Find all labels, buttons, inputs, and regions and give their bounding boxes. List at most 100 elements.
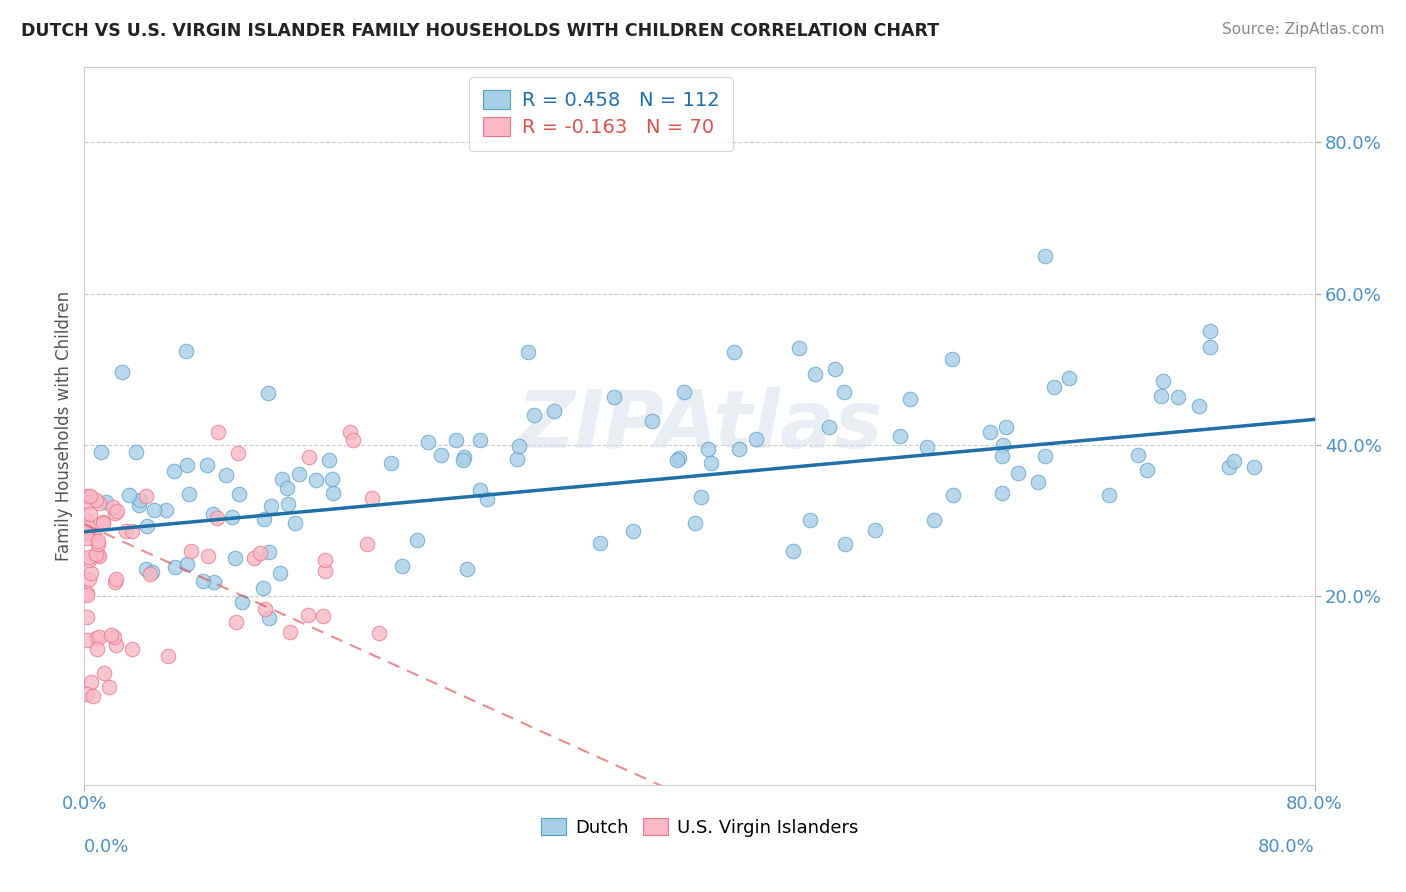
- Point: [76, 513, 98, 527]
- Point: [76, 489, 98, 503]
- Point: [105, 504, 128, 518]
- Point: [111, 365, 134, 379]
- Point: [278, 625, 301, 640]
- Point: [991, 438, 1014, 452]
- Point: [453, 450, 475, 464]
- Point: [176, 558, 198, 572]
- Point: [745, 433, 768, 447]
- Point: [834, 537, 856, 551]
- Point: [84, 493, 107, 508]
- Point: [176, 458, 198, 472]
- Point: [321, 472, 343, 486]
- Point: [86, 642, 108, 657]
- Point: [298, 450, 321, 464]
- Point: [100, 628, 122, 642]
- Point: [641, 413, 664, 427]
- Point: [87, 548, 110, 562]
- Point: [817, 420, 839, 434]
- Point: [257, 545, 280, 559]
- Point: [191, 574, 214, 588]
- Point: [104, 638, 127, 652]
- Point: [942, 488, 965, 502]
- Point: [314, 553, 336, 567]
- Point: [506, 451, 529, 466]
- Point: [1153, 374, 1175, 388]
- Point: [416, 435, 439, 450]
- Point: [995, 419, 1018, 434]
- Point: [297, 607, 319, 622]
- Point: [804, 367, 827, 381]
- Point: [257, 386, 280, 401]
- Point: [342, 433, 364, 447]
- Point: [269, 566, 291, 580]
- Point: [197, 549, 219, 564]
- Point: [468, 483, 491, 498]
- Point: [543, 404, 565, 418]
- Point: [523, 408, 546, 422]
- Point: [690, 490, 713, 504]
- Point: [76, 609, 98, 624]
- Point: [224, 551, 246, 566]
- Point: [174, 343, 197, 358]
- Point: [314, 564, 336, 578]
- Point: [1198, 324, 1220, 338]
- Point: [508, 439, 530, 453]
- Point: [252, 581, 274, 595]
- Point: [136, 519, 159, 533]
- Point: [195, 458, 218, 473]
- Point: [87, 533, 110, 548]
- Point: [915, 440, 938, 454]
- Point: [254, 602, 277, 616]
- Point: [276, 481, 298, 495]
- Point: [468, 433, 491, 447]
- Text: Source: ZipAtlas.com: Source: ZipAtlas.com: [1222, 22, 1385, 37]
- Point: [990, 486, 1012, 500]
- Point: [1167, 391, 1189, 405]
- Point: [1026, 475, 1049, 490]
- Point: [87, 495, 110, 509]
- Point: [202, 575, 225, 590]
- Point: [90, 444, 112, 458]
- Point: [666, 453, 689, 467]
- Point: [517, 345, 540, 359]
- Point: [76, 532, 98, 546]
- Point: [82, 528, 104, 542]
- Point: [76, 520, 98, 534]
- Point: [76, 585, 98, 599]
- Point: [93, 665, 115, 680]
- Point: [225, 615, 247, 630]
- Point: [284, 516, 307, 530]
- Point: [1243, 460, 1265, 475]
- Point: [697, 442, 720, 456]
- Point: [271, 472, 294, 486]
- Point: [360, 491, 382, 505]
- Point: [922, 513, 945, 527]
- Point: [157, 649, 180, 664]
- Point: [832, 385, 855, 400]
- Point: [824, 362, 846, 376]
- Point: [128, 499, 150, 513]
- Point: [76, 525, 98, 540]
- Point: [76, 588, 98, 602]
- Point: [226, 446, 249, 460]
- Point: [253, 512, 276, 526]
- Point: [603, 390, 626, 404]
- Point: [177, 486, 200, 500]
- Point: [941, 352, 963, 367]
- Point: [77, 572, 100, 586]
- Point: [201, 507, 224, 521]
- Point: [103, 574, 125, 589]
- Point: [391, 559, 413, 574]
- Point: [91, 516, 114, 530]
- Point: [368, 625, 391, 640]
- Point: [305, 473, 328, 487]
- Text: ZIPAtlas: ZIPAtlas: [516, 387, 883, 465]
- Point: [723, 344, 745, 359]
- Point: [339, 425, 361, 440]
- Point: [135, 562, 157, 576]
- Point: [1223, 454, 1246, 468]
- Point: [322, 486, 344, 500]
- Point: [257, 611, 280, 625]
- Point: [444, 433, 467, 447]
- Point: [98, 680, 121, 694]
